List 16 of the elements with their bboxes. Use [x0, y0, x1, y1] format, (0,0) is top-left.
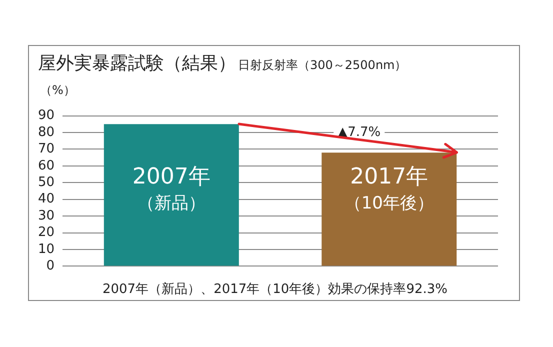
y-tick-label: 30	[38, 208, 55, 224]
x-tick-label: 2007年（新品）	[132, 164, 210, 214]
text: 2007年（新品）、2017年（10年後）効果の保持率92.3%	[101, 281, 448, 298]
y-tick-label: 0	[46, 258, 55, 274]
y-tick-label: 20	[38, 225, 55, 240]
y-tick-label: 80	[38, 124, 55, 140]
y-axis-title: （%）	[40, 82, 76, 99]
chart-subtitle: 日射反射率（300～2500nm）	[238, 57, 407, 74]
y-tick-label: 90	[38, 108, 55, 124]
y-tick-label: 40	[38, 192, 55, 207]
y-tick-label: 60	[38, 158, 55, 174]
y-tick-label: 50	[38, 175, 55, 190]
chart-title: 屋外実暴露試験（結果）	[38, 52, 236, 75]
x-tick-label: 2017年（10年後）	[344, 164, 434, 214]
y-tick-label: 10	[38, 242, 55, 257]
y-tick-label: 70	[38, 142, 55, 157]
